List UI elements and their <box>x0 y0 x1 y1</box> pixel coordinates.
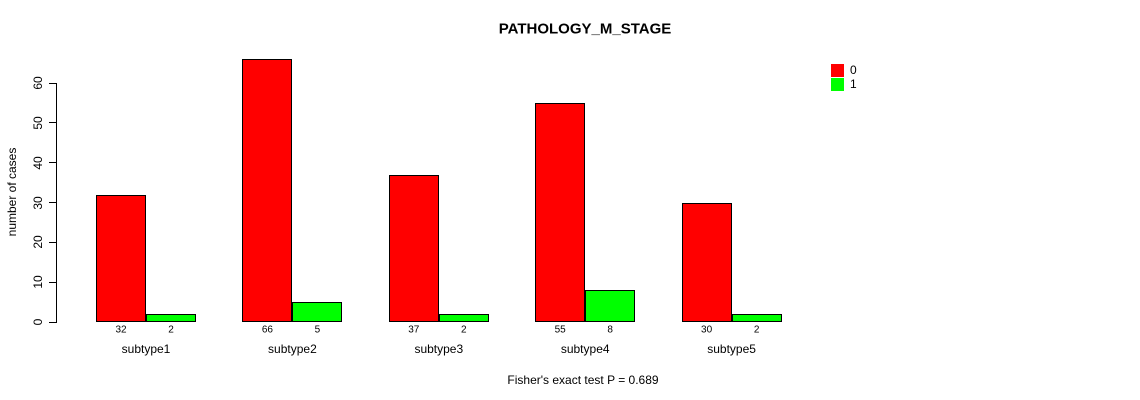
legend-swatch-series-1 <box>831 78 844 91</box>
x-category-label-subtype1: subtype1 <box>121 342 171 356</box>
y-axis-line <box>56 83 57 323</box>
bar-value-label-subtype5-series-1: 2 <box>753 324 760 336</box>
y-tick-mark <box>49 162 56 164</box>
legend-entry-series-0: 0 <box>831 64 857 77</box>
x-category-label-subtype5: subtype5 <box>707 342 756 356</box>
bar-value-label-subtype4-series-0: 55 <box>554 324 566 336</box>
annotation-fishers-test: Fisher's exact test P = 0.689 <box>507 373 659 387</box>
bar-value-label-subtype2-series-0: 66 <box>261 324 273 336</box>
y-tick-mark <box>49 202 56 203</box>
bar-value-label-subtype5-series-0: 30 <box>701 324 713 336</box>
x-category-label-subtype4: subtype4 <box>560 342 610 356</box>
legend-swatch-series-0 <box>831 64 844 77</box>
bar-subtype1-series-1 <box>146 314 196 322</box>
bar-value-label-subtype3-series-1: 2 <box>461 324 467 336</box>
y-tick-label: 20 <box>31 235 45 250</box>
bar-subtype3-series-0 <box>388 174 439 322</box>
chart-title: PATHOLOGY_M_STAGE <box>498 20 672 38</box>
bar-subtype2-series-0 <box>242 59 293 322</box>
y-tick-mark <box>49 321 56 323</box>
bar-subtype1-series-0 <box>96 194 146 322</box>
legend-label-series-1: 1 <box>850 77 857 91</box>
bar-value-label-subtype1-series-0: 32 <box>115 324 127 336</box>
y-tick-label: 60 <box>31 76 45 90</box>
y-tick-mark <box>49 82 56 84</box>
bar-value-label-subtype4-series-1: 8 <box>607 324 613 336</box>
bar-subtype4-series-1 <box>585 290 636 322</box>
y-tick-mark <box>49 241 56 243</box>
bar-value-label-subtype1-series-1: 2 <box>168 324 174 336</box>
legend-entry-series-1: 1 <box>831 78 857 91</box>
bar-value-label-subtype2-series-1: 5 <box>314 324 321 336</box>
bar-subtype3-series-1 <box>438 314 489 322</box>
bar-value-label-subtype3-series-0: 37 <box>408 324 420 336</box>
x-category-label-subtype3: subtype3 <box>414 342 464 356</box>
legend-label-series-0: 0 <box>850 63 857 77</box>
y-tick-mark <box>49 281 56 283</box>
bar-subtype5-series-0 <box>681 202 732 322</box>
x-category-label-subtype2: subtype2 <box>268 342 317 356</box>
y-tick-label: 10 <box>31 275 45 289</box>
y-tick-label: 50 <box>31 116 45 130</box>
y-tick-label: 0 <box>31 318 45 326</box>
y-tick-label: 30 <box>31 195 45 210</box>
y-tick-label: 40 <box>31 155 45 170</box>
legend: 0 1 <box>831 64 857 91</box>
bar-subtype4-series-0 <box>535 102 586 322</box>
y-tick-mark <box>49 122 56 124</box>
bar-subtype5-series-1 <box>731 314 782 322</box>
bar-subtype2-series-1 <box>292 302 343 322</box>
